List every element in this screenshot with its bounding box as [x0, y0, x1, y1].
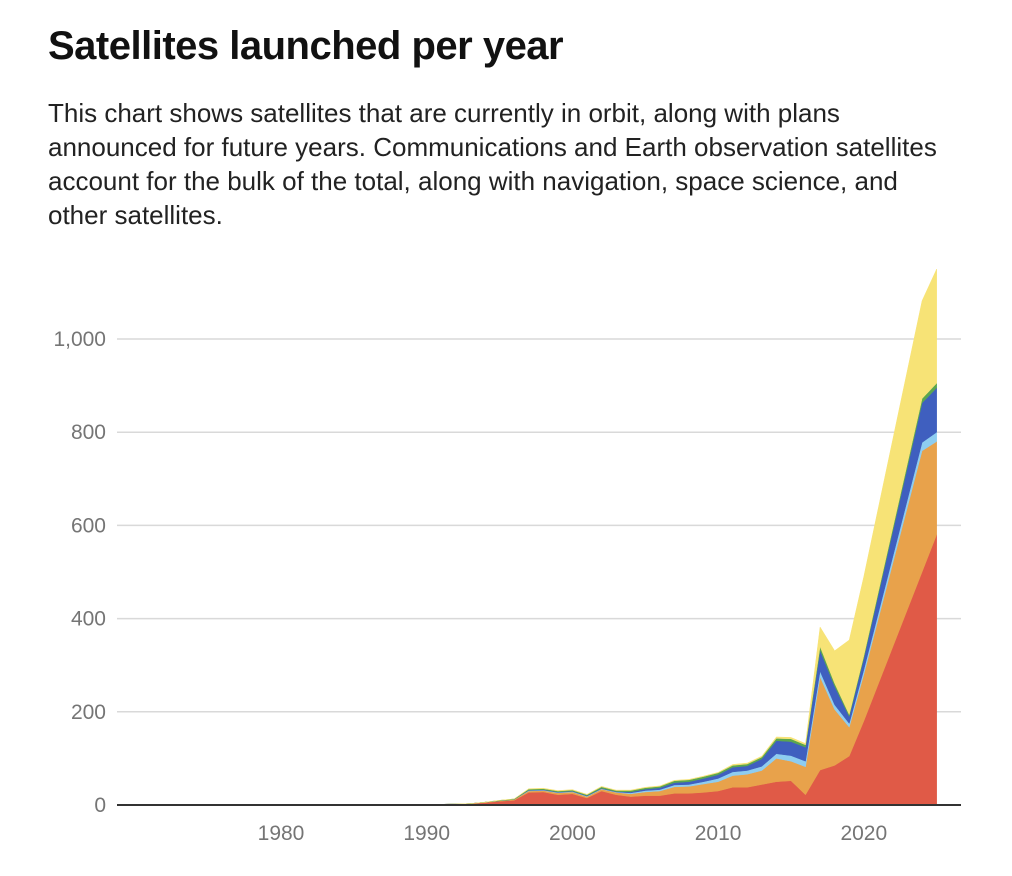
x-tick-label: 2020	[840, 822, 887, 845]
chart-subtitle: This chart shows satellites that are cur…	[48, 98, 937, 230]
y-tick-label: 1,000	[53, 328, 106, 351]
gridlines	[117, 338, 961, 713]
y-tick-label: 200	[71, 701, 106, 724]
x-tick-label: 2000	[549, 822, 596, 845]
x-tick-label: 2010	[695, 822, 742, 845]
area-series	[120, 268, 937, 806]
chart-title: Satellites launched per year	[48, 24, 564, 68]
x-axis-ticks: 1980 1990 2000 2010 2020	[258, 822, 888, 845]
y-tick-label: 600	[71, 514, 106, 537]
y-tick-label: 800	[71, 421, 106, 444]
y-tick-label: 400	[71, 608, 106, 631]
area-other	[120, 268, 937, 806]
x-tick-label: 1980	[258, 822, 305, 845]
y-axis-ticks: 0 200 400 600 800 1,000	[53, 328, 106, 817]
x-tick-label: 1990	[403, 822, 450, 845]
y-tick-label: 0	[94, 794, 106, 817]
area-earth-observation	[120, 441, 937, 806]
